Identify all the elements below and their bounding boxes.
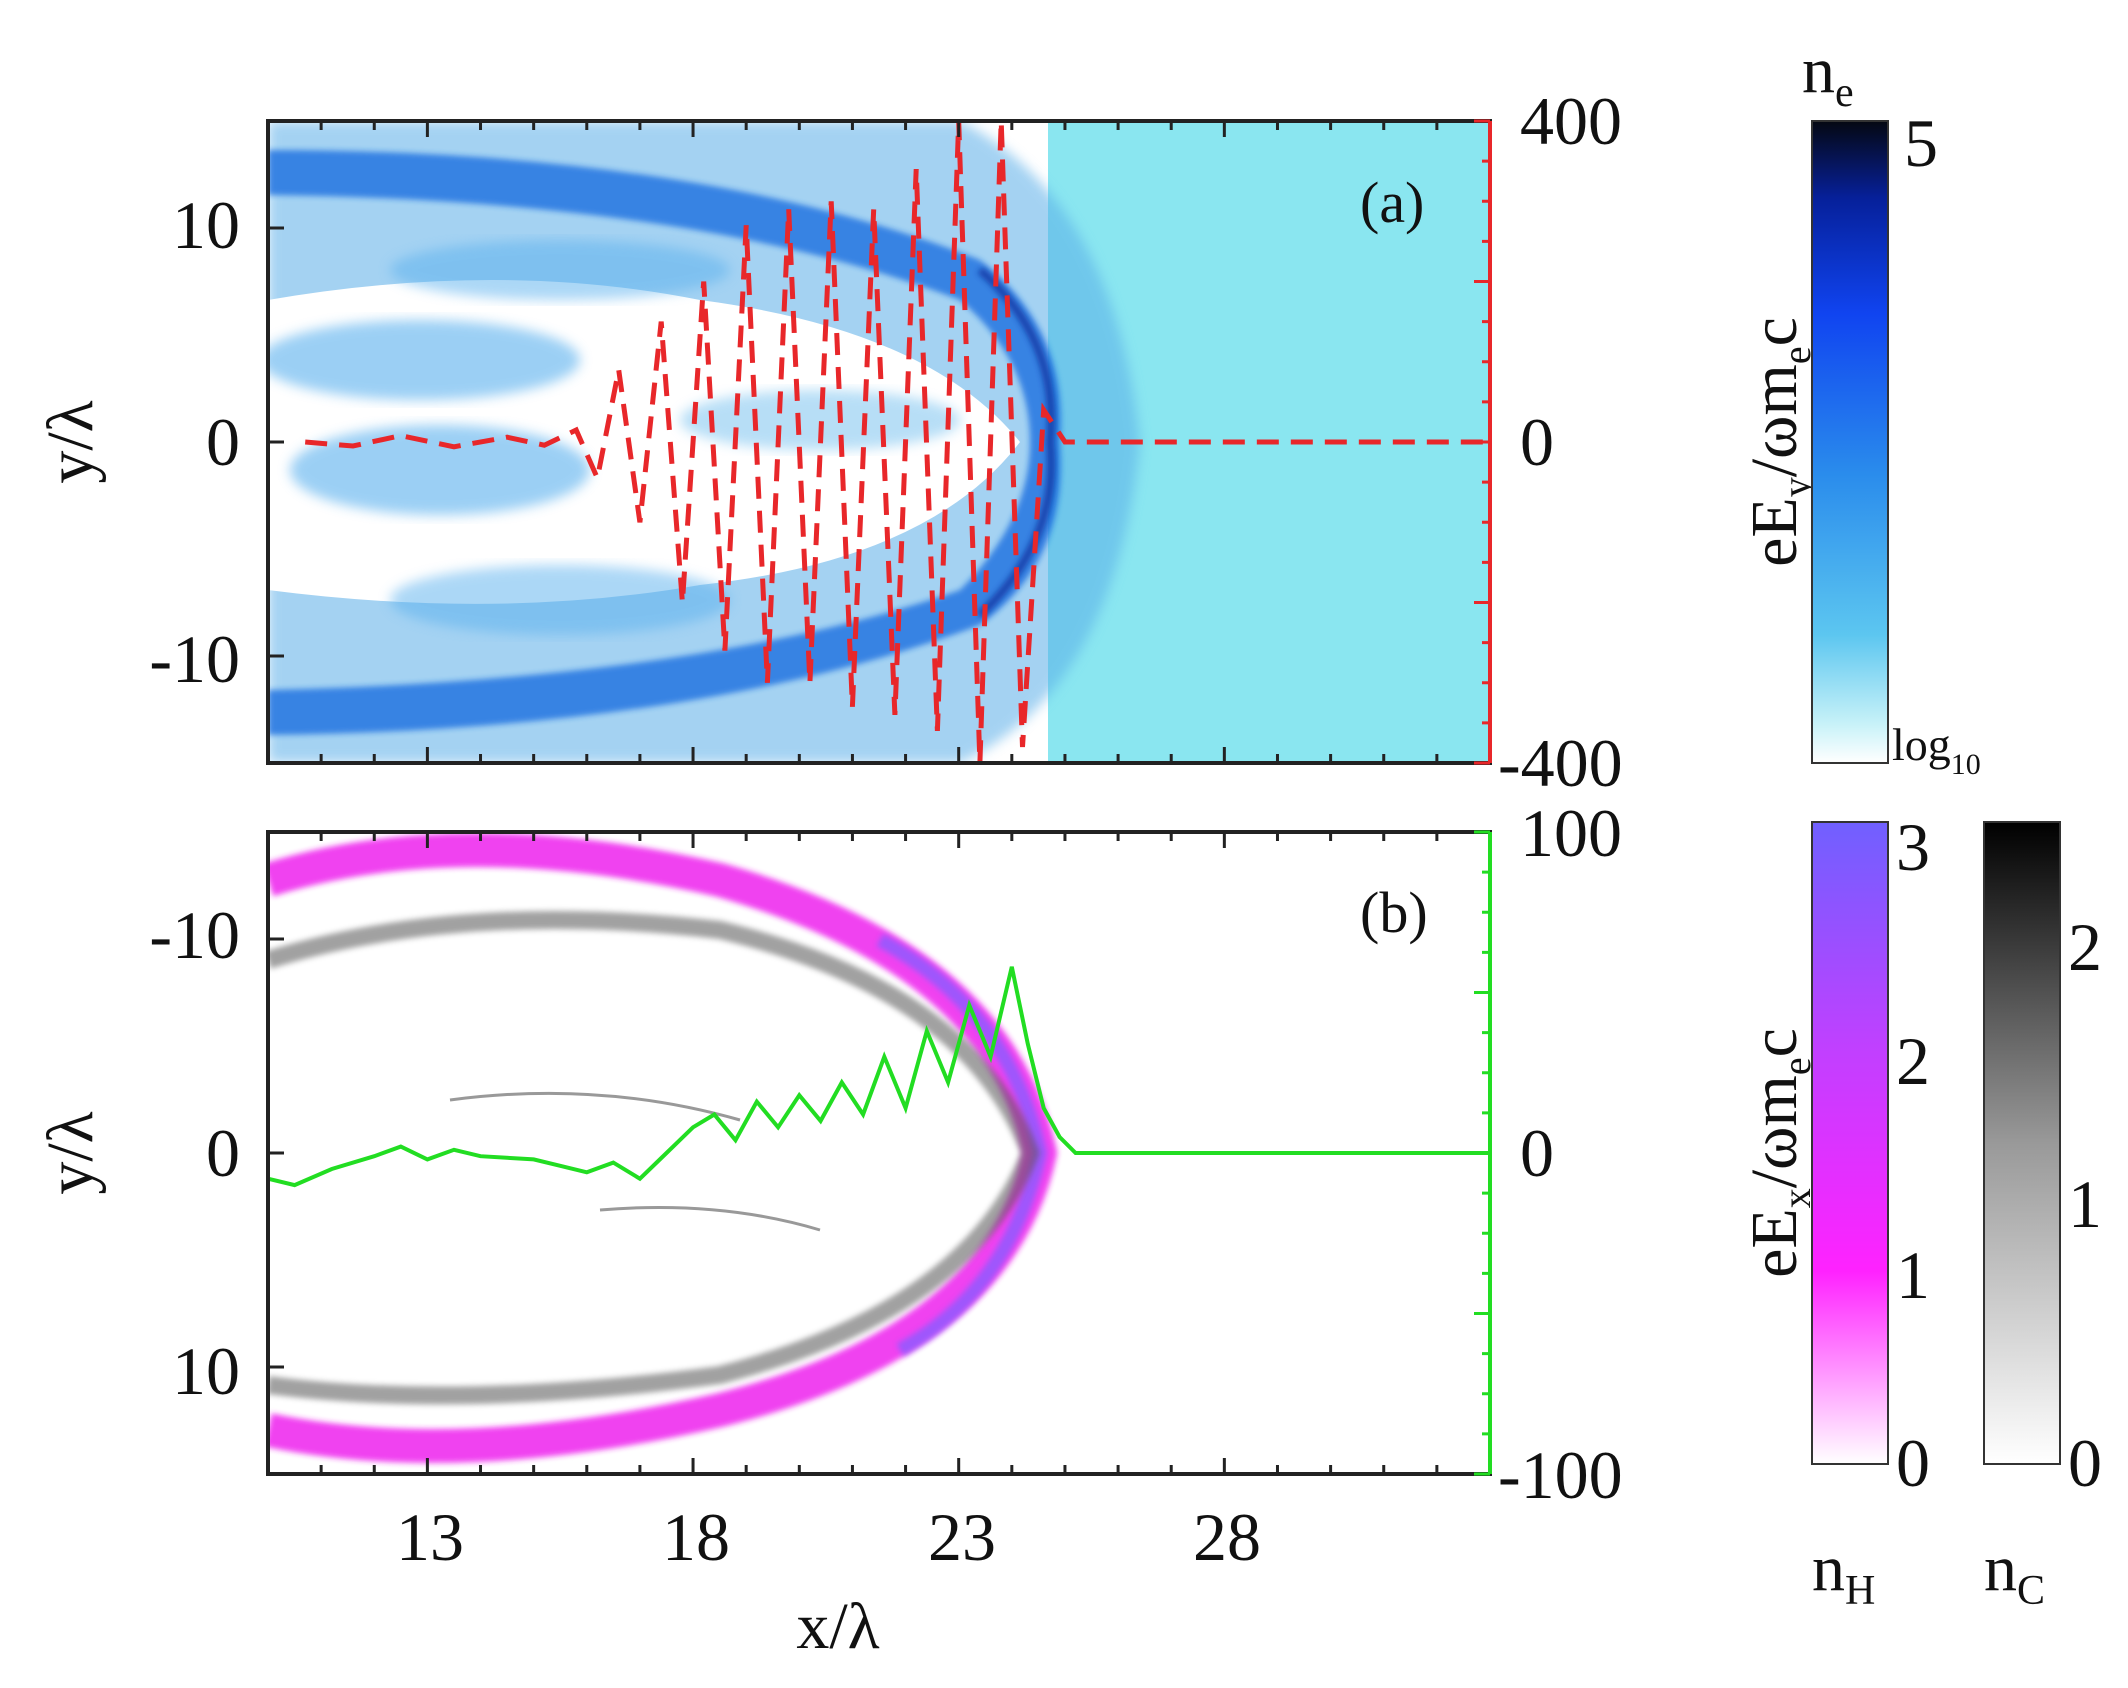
panel-b-y-tick-labels: -10 0 10	[149, 897, 240, 1409]
colorbar-nc: 2 1 0 nC	[1983, 821, 2102, 1614]
right-tick-label: 100	[1520, 795, 1622, 871]
colorbar-nc-title: nC	[1984, 1532, 2045, 1614]
panel-b-ticks	[268, 830, 1490, 1476]
ey-field-line	[304, 121, 1490, 763]
colorbar-nc-tick: 0	[2068, 1425, 2102, 1501]
colorbar-ne-title: ne	[1802, 34, 1854, 116]
carbon-shell	[268, 911, 1040, 1405]
panel-b-x-tick-labels: 13 18 23 28	[396, 1499, 1261, 1575]
panel-b: (b) -10 0 10 13 18 23 28 x/λ 100 0 -100 …	[34, 795, 2102, 1663]
right-tick-label: -100	[1498, 1437, 1623, 1513]
colorbar-ne-gradient	[1811, 120, 1889, 764]
colorbar-nh: 3 2 1 0 nH	[1811, 809, 1930, 1614]
panel-a-ticks	[268, 119, 1490, 765]
panel-a-y-tick-labels: 10 0 -10	[149, 187, 240, 697]
electron-density-map	[268, 121, 1490, 763]
right-tick-label: 0	[1520, 404, 1554, 480]
colorbar-nh-tick: 3	[1896, 809, 1930, 885]
x-tick-label: 28	[1193, 1499, 1261, 1575]
colorbar-nc-tick-labels: 2 1 0	[2068, 909, 2102, 1501]
colorbar-nc-tick: 1	[2068, 1166, 2102, 1242]
ex-field-line	[268, 966, 1490, 1188]
colorbar-ne-min-label: log10	[1892, 719, 1981, 781]
panel-b-right-axis-label: eEx/ωmec	[1738, 1028, 1819, 1278]
y-tick-label: -10	[149, 621, 240, 697]
right-tick-label: 400	[1520, 83, 1622, 159]
panel-a-right-tick-labels: 400 0 -400	[1498, 83, 1623, 801]
colorbar-nh-tick: 2	[1896, 1023, 1930, 1099]
colorbar-nh-gradient	[1811, 821, 1889, 1465]
filament-blob	[680, 390, 960, 450]
panel-a-label: (a)	[1360, 170, 1424, 235]
colorbar-nh-tick-labels: 3 2 1 0	[1896, 809, 1930, 1501]
panel-b-x-axis-label: x/λ	[796, 1590, 879, 1663]
ion-density-map	[268, 832, 1490, 1474]
y-tick-label: -10	[149, 897, 240, 973]
carbon-filament	[449, 1091, 741, 1122]
panel-a-y-axis-label: y/λ	[34, 400, 107, 483]
colorbar-nh-title: nH	[1812, 1532, 1875, 1614]
hydrogen-front	[876, 933, 1048, 1357]
right-tick-label: -400	[1498, 725, 1623, 801]
colorbar-nc-gradient	[1983, 821, 2061, 1465]
x-tick-label: 18	[662, 1499, 730, 1575]
right-tick-label: 0	[1520, 1115, 1554, 1191]
colorbar-nh-tick: 0	[1896, 1425, 1930, 1501]
colorbar-nh-tick: 1	[1896, 1237, 1930, 1313]
y-tick-label: 10	[172, 187, 240, 263]
x-tick-label: 13	[396, 1499, 464, 1575]
filament-blob	[290, 425, 590, 515]
dense-front	[977, 266, 1056, 618]
panel-b-label: (b)	[1360, 880, 1428, 945]
panel-a-right-axis-label: eEy/ωmec	[1738, 317, 1819, 567]
colorbar-ne-max-label: 5	[1904, 105, 1938, 181]
panel-b-y-axis-label: y/λ	[34, 1111, 107, 1194]
filament-blob	[390, 240, 730, 300]
y-tick-label: 0	[206, 1115, 240, 1191]
y-tick-label: 10	[172, 1333, 240, 1409]
filament-blob	[390, 565, 730, 635]
panel-b-right-tick-labels: 100 0 -100	[1498, 795, 1623, 1513]
filament-blob	[268, 320, 580, 400]
y-tick-label: 0	[206, 404, 240, 480]
carbon-filament	[599, 1206, 821, 1232]
colorbar-ne: ne 5 log10	[1802, 34, 1981, 781]
x-tick-label: 23	[928, 1499, 996, 1575]
panel-a: (a) 10 0 -10 400 0 -400 y/λ eEy/ωmec ne …	[34, 34, 1981, 801]
colorbar-nc-tick: 2	[2068, 909, 2102, 985]
